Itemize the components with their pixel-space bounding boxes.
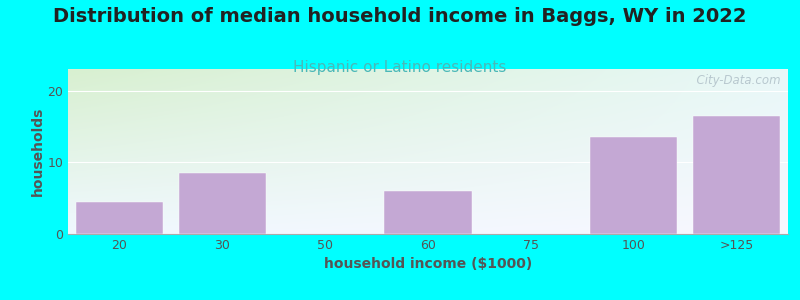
X-axis label: household income ($1000): household income ($1000) bbox=[324, 257, 532, 272]
Y-axis label: households: households bbox=[30, 107, 45, 196]
Bar bbox=[178, 173, 266, 234]
Text: City-Data.com: City-Data.com bbox=[689, 74, 781, 87]
Bar bbox=[76, 202, 163, 234]
Bar bbox=[693, 116, 780, 234]
Text: Hispanic or Latino residents: Hispanic or Latino residents bbox=[294, 60, 506, 75]
Bar bbox=[384, 191, 472, 234]
Bar bbox=[590, 137, 678, 234]
Text: Distribution of median household income in Baggs, WY in 2022: Distribution of median household income … bbox=[54, 8, 746, 26]
